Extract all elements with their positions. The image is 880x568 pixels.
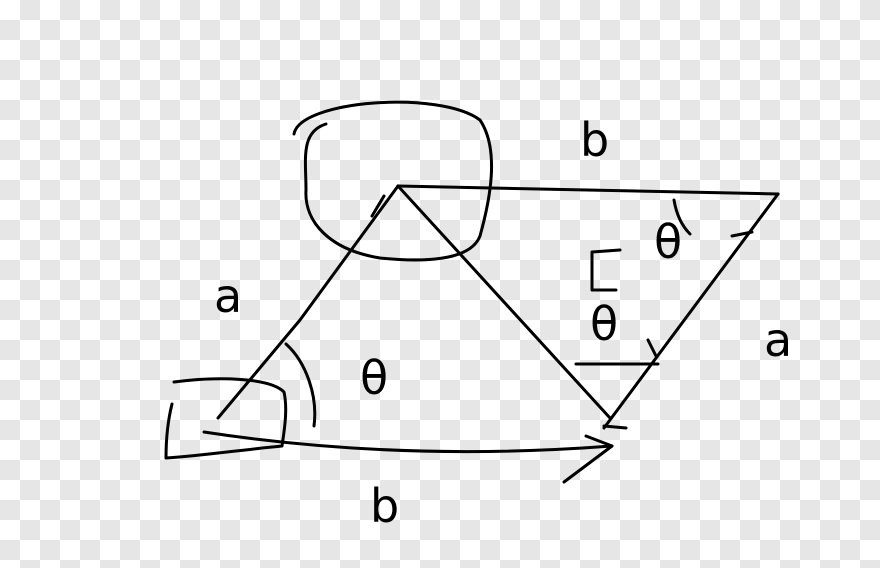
top-edge	[396, 184, 780, 196]
base-arrowhead	[562, 434, 614, 484]
right-slanted-edge	[602, 192, 780, 430]
label-theta-small: θ	[654, 215, 682, 269]
label-a-left: a	[214, 269, 242, 323]
corner-box	[164, 377, 288, 460]
label-theta-right: θ	[590, 297, 618, 351]
triangle-right-side	[396, 184, 612, 420]
right-angle-tick	[730, 230, 754, 238]
right-bracket	[590, 248, 622, 292]
label-b-top: b	[580, 113, 609, 167]
label-theta-center: θ	[360, 351, 388, 405]
right-angle-arc	[672, 198, 692, 236]
apex-arrow-tick	[370, 194, 386, 218]
apex-circle	[292, 100, 494, 262]
small-tick	[646, 338, 658, 358]
angle-arc	[284, 342, 317, 428]
vertex-tick	[602, 424, 628, 430]
triangle-left-side	[216, 184, 400, 420]
triangle-base	[202, 430, 614, 454]
label-b-bottom: b	[370, 479, 399, 533]
label-a-right: a	[764, 313, 792, 367]
